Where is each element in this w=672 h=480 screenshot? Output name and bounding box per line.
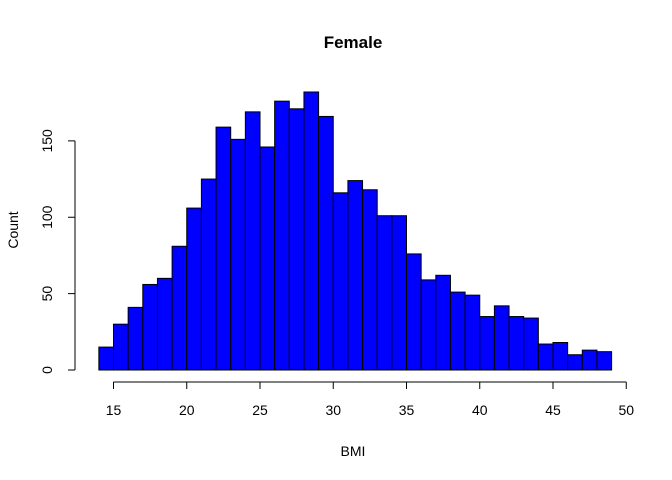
x-tick-label: 30 (325, 402, 341, 418)
histogram-bar (318, 115, 334, 371)
x-axis-label: BMI (341, 443, 366, 459)
y-axis-label: Count (5, 211, 21, 248)
histogram-bar (230, 138, 246, 371)
y-tick-label: 100 (39, 205, 55, 229)
x-tick-label: 50 (618, 402, 634, 418)
histogram-bar (596, 351, 613, 371)
y-tick-label: 0 (39, 366, 55, 374)
histogram-bar (406, 253, 422, 371)
histogram-bar (523, 317, 539, 371)
chart-title: Female (324, 33, 383, 52)
histogram-bar (376, 215, 393, 371)
histogram-bar (171, 245, 188, 371)
y-tick-label: 150 (39, 129, 55, 153)
x-tick-label: 20 (179, 402, 195, 418)
histogram-bar (200, 178, 217, 371)
histogram-bar (362, 189, 378, 371)
histogram-bar (142, 283, 158, 371)
y-tick-label: 50 (39, 286, 55, 302)
histogram-bar (347, 180, 364, 371)
x-tick-label: 15 (106, 402, 122, 418)
histogram-bar (259, 146, 276, 371)
x-tick-label: 45 (545, 402, 561, 418)
histogram-bar (244, 111, 261, 371)
histogram-bar (420, 279, 437, 371)
x-tick-label: 40 (472, 402, 488, 418)
histogram-bar (274, 100, 290, 371)
histogram-bar (288, 108, 305, 371)
histogram-bar (215, 126, 232, 371)
histogram-bar (127, 306, 144, 371)
x-tick-label: 25 (252, 402, 268, 418)
histogram-bar (479, 316, 495, 371)
y-axis: 0 50 100 150 (39, 129, 76, 374)
histogram-bar (581, 349, 598, 371)
histogram-bar (552, 342, 569, 371)
bars-group (98, 91, 613, 371)
histogram-bar (113, 323, 129, 371)
histogram-bar (303, 91, 320, 371)
histogram-bar (156, 277, 173, 371)
histogram-bar (493, 305, 510, 371)
x-axis: 15 20 25 30 35 40 45 50 (106, 381, 634, 418)
histogram-bar (435, 274, 451, 371)
histogram-bar (391, 215, 408, 371)
histogram-bar (98, 346, 114, 371)
x-tick-label: 35 (399, 402, 415, 418)
histogram-bar (449, 291, 466, 371)
histogram-bar (186, 207, 202, 371)
histogram-bar (508, 316, 525, 371)
histogram-bar (537, 343, 554, 371)
histogram-bar (464, 294, 481, 371)
histogram-bar (567, 354, 583, 371)
histogram-bar (332, 192, 349, 371)
